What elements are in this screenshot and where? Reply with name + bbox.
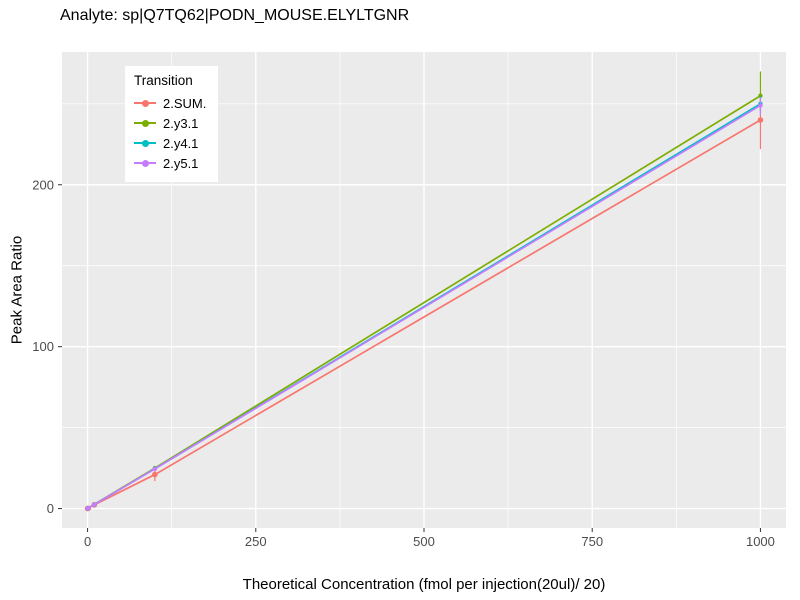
legend-item: 2.SUM. (134, 93, 206, 113)
legend-key-icon (134, 155, 156, 171)
x-tick-label: 0 (84, 534, 91, 549)
chart-title: Analyte: sp|Q7TQ62|PODN_MOUSE.ELYLTGNR (60, 7, 410, 24)
legend-label: 2.y4.1 (163, 135, 199, 151)
data-point (92, 502, 97, 507)
data-point (757, 117, 764, 123)
legend: Transition 2.SUM. 2.y3.1 2.y4.1 2.y5.1 (125, 66, 219, 182)
x-tick-label: 750 (581, 534, 603, 549)
legend-key-icon (134, 115, 156, 131)
legend-label: 2.y3.1 (163, 115, 199, 131)
legend-item: 2.y4.1 (134, 133, 206, 153)
x-axis-label: Theoretical Concentration (fmol per inje… (242, 576, 606, 593)
data-point (152, 471, 158, 478)
legend-key-icon (134, 95, 156, 111)
legend-key-icon (134, 135, 156, 151)
x-tick-label: 1000 (746, 534, 775, 549)
data-point (758, 103, 763, 108)
legend-items: 2.SUM. 2.y3.1 2.y4.1 2.y5.1 (134, 93, 206, 173)
y-tick-label: 200 (32, 177, 54, 192)
data-point (86, 505, 91, 511)
legend-label: 2.SUM. (163, 95, 207, 111)
legend-item: 2.y3.1 (134, 113, 206, 133)
legend-label: 2.y5.1 (163, 155, 199, 171)
x-tick-label: 250 (245, 534, 267, 549)
y-tick-label: 100 (32, 339, 54, 354)
legend-title: Transition (134, 73, 193, 88)
x-tick-label: 500 (413, 534, 435, 549)
data-point (152, 466, 158, 472)
legend-item: 2.y5.1 (134, 153, 206, 173)
y-tick-label: 0 (47, 501, 54, 516)
y-axis-label: Peak Area Ratio (8, 235, 26, 345)
